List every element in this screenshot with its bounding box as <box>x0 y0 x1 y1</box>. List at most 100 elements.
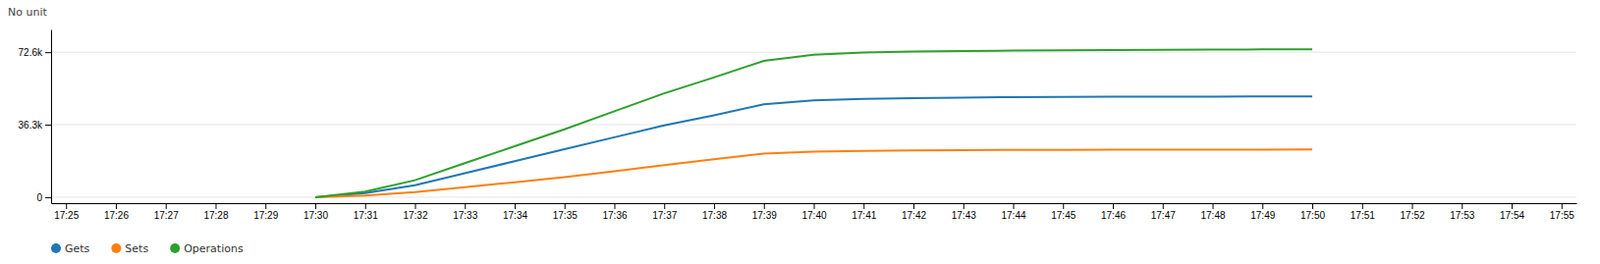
x-tick-mark <box>714 203 716 210</box>
x-tick: 17:43 <box>951 203 977 221</box>
x-tick-label: 17:34 <box>502 210 528 221</box>
x-tick-mark <box>115 203 117 210</box>
y-tick-label: 36.3k <box>18 119 44 131</box>
x-tick-label: 17:40 <box>801 210 827 221</box>
x-tick-mark <box>1062 203 1064 210</box>
legend: Gets Sets Operations <box>51 242 244 256</box>
x-tick-label: 17:51 <box>1350 210 1376 221</box>
x-tick-mark <box>913 203 915 210</box>
x-tick: 17:49 <box>1250 203 1275 221</box>
x-tick-mark <box>1112 203 1114 210</box>
legend-swatch <box>169 243 180 254</box>
x-tick-mark <box>1213 203 1214 210</box>
legend-label: Operations <box>183 242 244 256</box>
x-tick: 17:39 <box>752 203 777 221</box>
x-tick-mark <box>663 203 665 210</box>
x-tick: 17:32 <box>402 203 428 221</box>
x-tick: 17:42 <box>901 203 927 221</box>
chart: 036.3k72.6k17:2517:2617:2717:2817:2917:3… <box>0 0 1600 264</box>
x-tick: 17:52 <box>1400 203 1426 221</box>
legend-item: Gets <box>51 242 91 256</box>
x-tick-label: 17:30 <box>303 210 329 221</box>
x-tick: 17:36 <box>602 203 627 221</box>
x-tick: 17:45 <box>1050 203 1076 221</box>
x-tick-mark <box>1262 203 1264 210</box>
x-tick-label: 17:55 <box>1549 210 1575 221</box>
x-tick-mark <box>1362 203 1364 210</box>
y-axis-title: No unit <box>7 5 48 19</box>
x-tick-label: 17:28 <box>203 210 228 221</box>
x-tick-label: 17:37 <box>652 210 677 221</box>
x-tick: 17:33 <box>452 203 478 221</box>
x-tick-label: 17:26 <box>104 210 129 221</box>
x-tick-mark <box>564 203 566 210</box>
x-tick: 17:28 <box>203 203 228 221</box>
x-tick-mark <box>414 203 416 210</box>
series-line <box>315 149 1313 198</box>
x-tick-mark <box>315 203 317 210</box>
x-tick: 17:37 <box>652 203 677 221</box>
grid-line <box>51 124 1577 126</box>
x-tick-mark <box>1013 203 1015 210</box>
x-tick-label: 17:36 <box>602 210 627 221</box>
legend-swatch <box>110 243 121 254</box>
x-tick-label: 17:43 <box>951 210 977 221</box>
x-tick-label: 17:29 <box>253 210 278 221</box>
x-tick: 17:31 <box>353 203 379 221</box>
y-tick-label: 0 <box>36 192 43 204</box>
x-tick-mark <box>1412 203 1414 210</box>
x-tick-label: 17:53 <box>1449 210 1475 221</box>
x-tick-mark <box>215 203 217 210</box>
series-group <box>315 49 1313 198</box>
x-tick: 17:53 <box>1449 203 1475 221</box>
x-tick-label: 17:41 <box>851 210 877 221</box>
x-tick: 17:38 <box>702 203 727 221</box>
x-tick: 17:44 <box>1000 203 1026 221</box>
y-tick-mark <box>45 124 52 126</box>
plot: 036.3k72.6k17:2517:2617:2717:2817:2917:3… <box>18 30 1578 222</box>
x-tick-mark <box>464 203 466 210</box>
x-tick-mark <box>764 203 766 210</box>
legend-label: Gets <box>64 242 91 256</box>
x-tick: 17:54 <box>1499 203 1525 221</box>
x-tick-label: 17:54 <box>1499 210 1525 221</box>
y-tick: 36.3k <box>18 119 52 131</box>
legend-item: Sets <box>110 242 149 256</box>
x-tick-mark <box>65 203 67 210</box>
x-tick: 17:41 <box>851 203 877 221</box>
x-tick: 17:26 <box>104 203 129 221</box>
series-line <box>315 96 1313 198</box>
x-tick-label: 17:39 <box>752 210 777 221</box>
y-tick-mark <box>45 52 52 54</box>
x-tick-label: 17:42 <box>901 210 927 221</box>
x-tick-mark <box>1561 203 1563 210</box>
x-tick-label: 17:33 <box>452 210 478 221</box>
x-tick-label: 17:48 <box>1200 210 1225 221</box>
x-tick-label: 17:32 <box>402 210 428 221</box>
x-tick-mark <box>1312 203 1314 210</box>
x-tick: 17:30 <box>303 203 329 221</box>
x-tick: 17:34 <box>502 203 528 221</box>
x-tick-mark <box>265 203 267 210</box>
x-tick: 17:51 <box>1350 203 1376 221</box>
x-tick-mark <box>1162 203 1164 210</box>
x-tick-mark <box>814 203 816 210</box>
x-tick: 17:50 <box>1300 203 1325 221</box>
x-tick-mark <box>863 203 865 210</box>
x-tick-label: 17:46 <box>1101 210 1126 221</box>
x-axis: 17:25 17:26 17:27 17:28 17:29 17:30 17:31 17:32… <box>52 203 1578 221</box>
x-tick-label: 17:25 <box>54 210 79 221</box>
series-line <box>315 49 1313 198</box>
x-tick: 17:47 <box>1151 203 1176 221</box>
x-tick: 17:55 <box>1549 203 1575 221</box>
x-tick-mark <box>1511 203 1513 210</box>
x-tick-mark <box>1461 203 1463 210</box>
x-tick: 17:46 <box>1101 203 1126 221</box>
x-tick-label: 17:44 <box>1000 210 1026 221</box>
x-tick: 17:27 <box>154 203 179 221</box>
x-tick-mark <box>963 203 965 210</box>
x-tick-mark <box>365 203 367 210</box>
grid-line <box>51 196 1577 198</box>
y-tick-mark <box>45 197 52 199</box>
x-tick-label: 17:35 <box>552 210 578 221</box>
